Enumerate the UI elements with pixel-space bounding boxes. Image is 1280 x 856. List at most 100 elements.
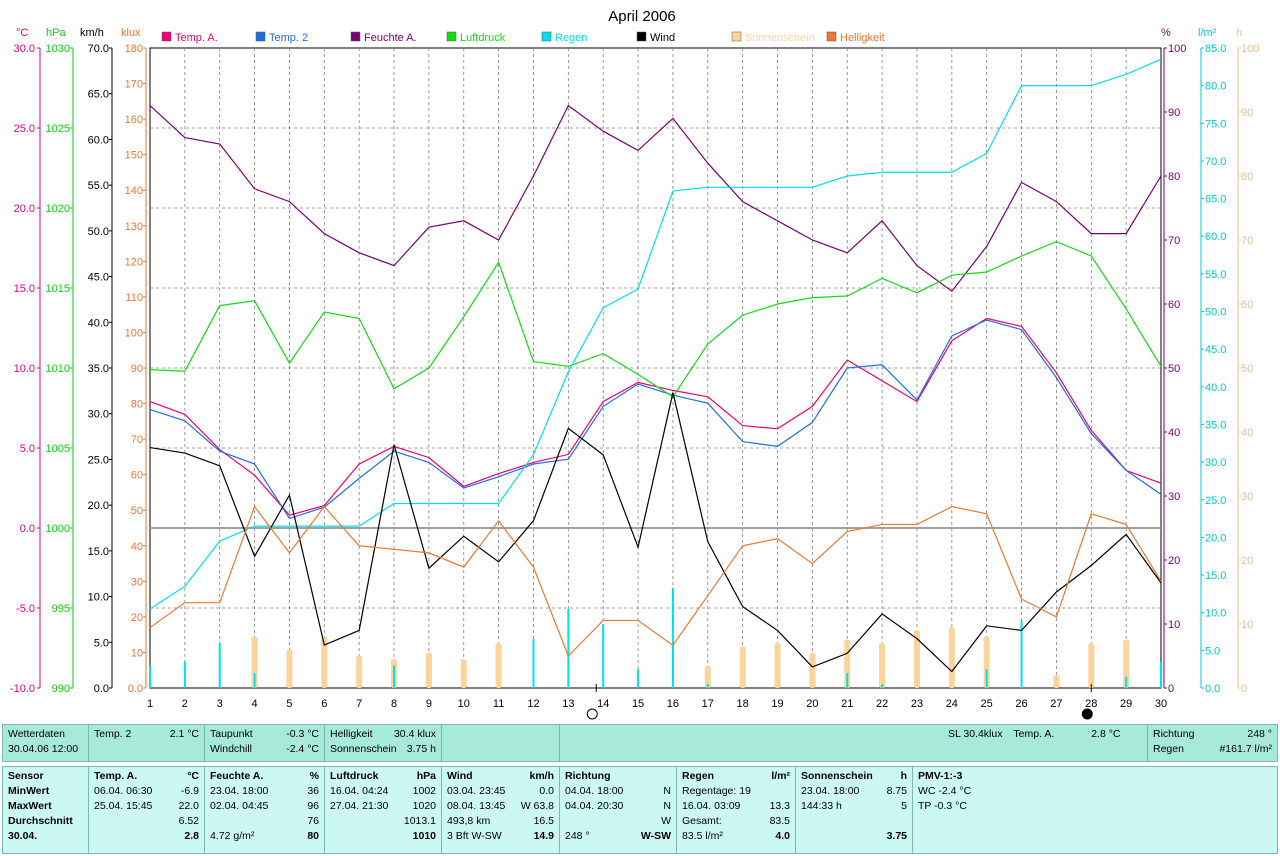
- sunshine-bar-day-23: [913, 630, 920, 688]
- luftdruck-unit: hPa: [416, 770, 436, 782]
- luftdruck-cell: Luftdruck hPa 16.04. 04:24 1002 27.04. 21:…: [324, 766, 442, 854]
- series-line-temp_2: [149, 319, 1162, 520]
- tick-label-kmh-11: 55.0: [88, 180, 109, 192]
- tick-label-hpa-1: 995: [52, 603, 70, 615]
- tick-label-klux-8: 80: [131, 399, 143, 411]
- full-moon-icon: [586, 708, 598, 720]
- x-tick-label-10: 10: [458, 698, 470, 710]
- x-tick-label-7: 7: [356, 698, 362, 710]
- legend-swatch-7: [731, 31, 742, 42]
- luftdruck-max-time: 27.04. 21:30: [330, 800, 389, 812]
- sunshine-bar-day-17: [704, 665, 711, 688]
- tick-label-sonne-3: 30: [1241, 491, 1253, 503]
- tick-label-regen-3: 15.0: [1205, 570, 1226, 582]
- tick-label-temp-6: 20.0: [14, 203, 35, 215]
- legend-label-8: Helligkeit: [840, 32, 885, 44]
- x-tick-label-21: 21: [841, 698, 853, 710]
- wind-min-value: 0.0: [539, 785, 554, 797]
- legend-swatch-5: [541, 31, 552, 42]
- sonnenschein-label: Sonnenschein: [330, 743, 397, 755]
- sunshine-bar-day-25: [983, 636, 990, 688]
- richtung-cur-deg: 248 °: [565, 830, 590, 842]
- tick-label-feuchte-0: 0: [1168, 683, 1174, 695]
- chart-title: April 2006: [608, 8, 676, 25]
- wind-min-time: 03.04. 23:45: [447, 785, 506, 797]
- richtung-title: Richtung: [565, 770, 611, 782]
- tick-label-temp-1: -5.0: [16, 603, 35, 615]
- x-tick-label-20: 20: [806, 698, 818, 710]
- x-tick-label-6: 6: [321, 698, 327, 710]
- tick-label-regen-4: 20.0: [1205, 532, 1226, 544]
- wind-current: 14.9: [533, 830, 554, 842]
- sensor-avg: Durchschnitt: [8, 815, 73, 827]
- unit-kmh: km/h: [80, 27, 104, 39]
- helligkeit-label: Helligkeit: [330, 728, 373, 740]
- sunshine-bar-day-28: [1088, 643, 1095, 688]
- tick-label-kmh-3: 15.0: [88, 546, 109, 558]
- pmv-title: PMV-1:-3: [918, 770, 963, 782]
- tick-label-kmh-13: 65.0: [88, 89, 109, 101]
- unit-feuchte: %: [1161, 27, 1171, 39]
- legend-swatch-8: [826, 31, 837, 42]
- sonne-total: 144:33 h: [801, 800, 842, 812]
- tick-label-klux-14: 140: [125, 185, 143, 197]
- luftdruck-min-value: 1002: [412, 785, 436, 797]
- tick-label-regen-0: 0.0: [1205, 683, 1220, 695]
- tick-label-regen-12: 60.0: [1205, 231, 1226, 243]
- luftdruck-title: Luftdruck: [330, 770, 379, 782]
- tick-label-temp-7: 25.0: [14, 123, 35, 135]
- wind-cell: Wind km/h 03.04. 23:45 0.0 08.04. 13:45 W 6…: [441, 766, 560, 854]
- legend-label-2: Temp. 2: [269, 32, 308, 44]
- feuchte-max-value: 96: [307, 800, 319, 812]
- tick-label-hpa-6: 1020: [46, 203, 70, 215]
- tick-label-kmh-2: 10.0: [88, 592, 109, 604]
- feuchte-cell: Feuchte A.% 23.04. 18:00 36 02.04. 04:45 9…: [204, 766, 325, 854]
- series-line-luftdruck: [149, 240, 1162, 398]
- x-tick-label-4: 4: [252, 698, 258, 710]
- sunshine-bar-day-29: [1123, 640, 1130, 688]
- sonnenschein-cell: Sonnenschein h 23.04. 18:00 8.75 144:33 h 5…: [795, 766, 913, 854]
- richtung-cell: Richtung 04.04. 18:00 N 04.04. 20:30 N W 2…: [559, 766, 677, 854]
- sl-cell: SL 30.4klux Temp. A. 2.8 °C: [559, 724, 1148, 762]
- wetterdaten-date: 30.04.06 12:00: [8, 743, 79, 755]
- regen-tage: Regentage: 19: [682, 785, 751, 797]
- sl-text: SL 30.4klux: [948, 728, 1003, 740]
- tick-label-feuchte-4: 40: [1168, 427, 1180, 439]
- data-panel: Wetterdaten 30.04.06 12:00 Temp. 2 2.1 °C…: [0, 724, 1280, 856]
- legend-label-6: Wind: [650, 32, 675, 44]
- regen-top-label: Regen: [1153, 743, 1184, 755]
- wetterdaten-label: Wetterdaten: [8, 728, 66, 740]
- legend-label-4: Luftdruck: [460, 32, 506, 44]
- regen-max-value: 13.3: [769, 800, 790, 812]
- luftdruck-current: 1010: [412, 830, 436, 842]
- regen-sum: 83.5 l/m²: [682, 830, 723, 842]
- x-tick-label-22: 22: [876, 698, 888, 710]
- tick-label-klux-16: 160: [125, 114, 143, 126]
- tick-label-klux-18: 180: [125, 43, 143, 55]
- sunshine-bar-day-7: [356, 656, 363, 688]
- tick-label-kmh-6: 30.0: [88, 409, 109, 421]
- sonne-avg: 5: [901, 800, 907, 812]
- tick-label-sonne-2: 20: [1241, 555, 1253, 567]
- richtung-min-time: 04.04. 18:00: [565, 785, 624, 797]
- unit-regen: l/m²: [1198, 27, 1217, 39]
- taupunkt-label: Taupunkt: [210, 728, 253, 740]
- sonne-unit: h: [900, 770, 907, 782]
- tick-label-regen-5: 25.0: [1205, 495, 1226, 507]
- sensor-min: MinWert: [8, 785, 50, 797]
- tick-label-sonne-0: 0: [1241, 683, 1247, 695]
- tempa-cell: Temp. A. °C 06.04. 06:30 -6.9 25.04. 15:45…: [88, 766, 205, 854]
- tempa-min-value: -6.9: [180, 785, 199, 797]
- tick-label-klux-12: 120: [125, 256, 143, 268]
- wind-bft: 3 Bft W-SW: [447, 830, 502, 842]
- tick-label-sonne-8: 80: [1241, 171, 1253, 183]
- tick-label-kmh-4: 20.0: [88, 500, 109, 512]
- tick-label-klux-7: 70: [131, 434, 143, 446]
- x-tick-label-19: 19: [771, 698, 783, 710]
- sensor-max: MaxWert: [8, 800, 52, 812]
- tempa-min-time: 06.04. 06:30: [94, 785, 153, 797]
- tick-label-regen-17: 85.0: [1205, 43, 1226, 55]
- unit-temp: °C: [16, 27, 28, 39]
- tick-label-klux-1: 10: [131, 647, 143, 659]
- x-tick-label-27: 27: [1050, 698, 1062, 710]
